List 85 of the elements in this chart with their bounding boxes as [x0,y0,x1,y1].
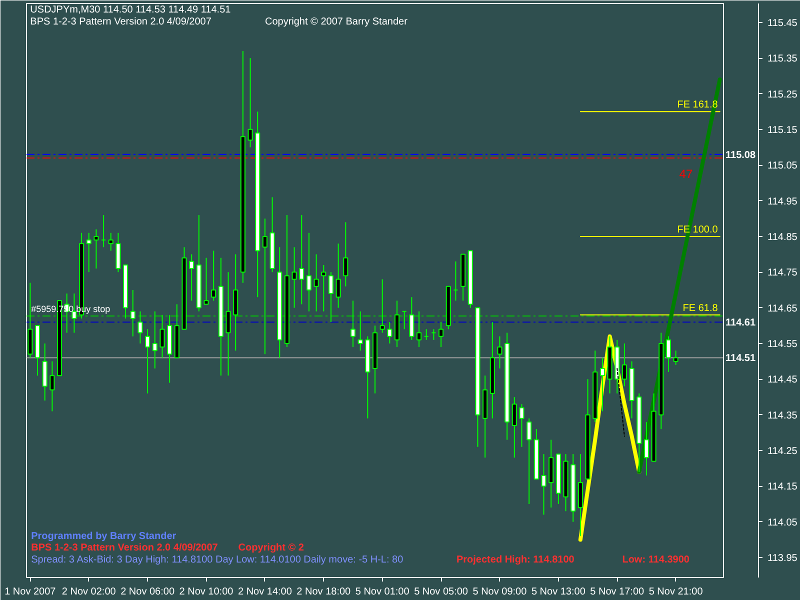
candlestick [600,357,605,412]
candlestick [541,454,546,516]
y-tick-label: 115.15 [768,124,798,136]
candlestick [204,257,209,305]
x-tick-label: 5 Nov 13:00 [531,586,586,598]
y-tick-label: 114.65 [768,303,798,314]
candlestick [152,310,158,369]
y-tick-label: 114.95 [768,196,798,208]
candlestick [438,322,444,348]
candlestick [519,404,524,448]
candlestick [86,232,92,273]
x-tick-label: 5 Nov 05:00 [414,586,468,598]
candlestick [72,293,77,334]
candlestick [497,336,502,369]
x-tick-label: 5 Nov 21:00 [648,586,704,598]
y-tick-label: 114.05 [768,517,798,528]
candlestick [262,218,268,355]
y-tick-label: 115.25 [768,89,798,100]
y-tick-label: 114.15 [768,482,798,493]
ref-line-label: 114.51 [726,353,756,364]
series-label: FE 100.0 [677,224,718,236]
candlestick [50,360,55,412]
candlestick [673,350,678,366]
x-tick-label: 5 Nov 01:00 [355,586,410,598]
candlestick [644,421,649,476]
candlestick [226,272,231,376]
candlestick [387,322,392,344]
candlestick [336,243,341,308]
candlestick [350,300,356,348]
x-tick-label: 5 Nov 09:00 [472,586,528,598]
candlestick [189,254,194,302]
y-tick-label: 115.05 [768,160,798,172]
x-tick-label: 2 Nov 10:00 [179,586,234,598]
x-tick-label: 5 Nov 17:00 [590,586,645,598]
candlestick [622,342,627,387]
candlestick [409,296,414,340]
candlestick [248,58,253,148]
candlestick [380,278,385,334]
y-tick-label: 113.95 [768,553,798,564]
x-tick-label: 2 Nov 14:00 [238,586,292,598]
x-tick-label: 2 Nov 06:00 [120,586,175,598]
x-tick-label: 2 Nov 18:00 [296,586,352,598]
ref-line-label: 115.08 [726,150,756,161]
candlestick [343,222,348,287]
candlestick [94,228,99,270]
candlestick [130,289,136,337]
y-tick-label: 115.35 [768,54,798,65]
x-tick-label: 2 Nov 02:00 [62,586,116,598]
candlestick [666,336,671,373]
text: BPS 1-2-3 Pattern Version 2.0 4/09/2007 [30,16,212,28]
series-label: FE 161.8 [677,100,718,111]
candlestick [160,314,165,358]
candlestick [306,232,312,312]
y-tick-label: 114.25 [768,446,798,457]
candlestick [314,254,319,312]
annotation: Spread: 3 Ask-Bid: 3 Day High: 114.8100 Day Low: 114.0100 Daily move: -5 H-L: 80 [31,554,404,566]
candlestick [138,310,143,344]
chart-title: USDJPYm,M30 114.50 114.53 114.49 114.51 [30,4,232,16]
candlestick [328,272,334,323]
candlestick [211,250,216,302]
candlestick [416,310,422,348]
y-tick-label: 114.85 [768,232,798,243]
candlestick [526,418,532,505]
candlestick [321,264,326,312]
candlestick [358,310,363,352]
annotation: Copyright © 2007 Barry Stander [264,16,408,28]
y-tick-label: 114.75 [768,268,798,279]
annotation: Projected High: 114.8100 [456,554,575,566]
annotation: Programmed by Barry Stander [31,530,176,542]
candlestick [299,214,304,305]
ref-line-label: 114.61 [726,318,756,329]
annotation: 47 [679,167,693,182]
candlestick [512,396,517,458]
y-tick-label: 114.45 [768,374,798,386]
y-tick-label: 115.45 [768,18,798,29]
candlestick [108,232,114,252]
y-tick-label: 114.35 [768,410,798,422]
annotation: Low: 114.3900 [622,554,690,566]
candlestick [145,328,150,394]
candlestick [292,246,297,308]
annotation: Copyright © 2 [238,542,304,554]
annotation: BPS 1-2-3 Pattern Version 2.0 4/09/2007 [31,542,218,554]
x-tick-label: 1 Nov 2007 [4,586,56,598]
y-tick-label: 114.55 [768,338,798,350]
series-label: FE 61.8 [682,302,718,314]
